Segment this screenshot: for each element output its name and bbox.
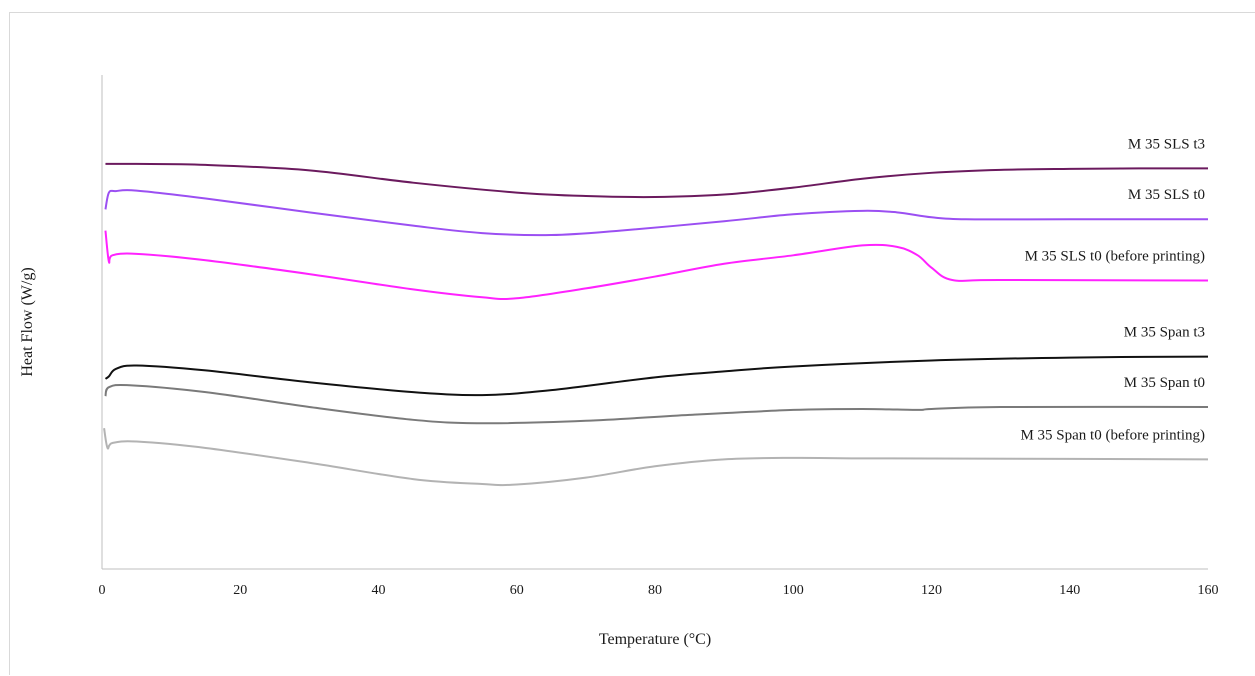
series-label-2: M 35 SLS t0 (1128, 187, 1205, 203)
x-tick-label: 20 (233, 583, 247, 598)
series-label-3: M 35 SLS t0 (before printing) (1025, 249, 1205, 265)
series-line-4 (104, 355, 1209, 397)
series-line-1 (105, 162, 1209, 199)
x-tick-label: 140 (1059, 583, 1080, 598)
series-label-6: M 35 Span t0 (before printing) (1020, 427, 1205, 443)
dsc-line-chart: 0 20 40 60 80 100 120 140 160 M 35 SLS t3M 35 SL… (19, 75, 1219, 648)
x-tick-label: 40 (372, 583, 386, 598)
series-lines (103, 162, 1209, 487)
x-tick-label: 60 (510, 583, 524, 598)
x-tick-label: 0 (99, 583, 106, 598)
x-tick-labels: 0 20 40 60 80 100 120 140 160 (99, 583, 1219, 598)
chart-frame: 0 20 40 60 80 100 120 140 160 M 35 SLS t3 M 35 SL… (9, 12, 1255, 675)
series-label-5: M 35 Span t0 (1124, 375, 1205, 391)
series-line-3 (104, 230, 1209, 301)
series-labels: M 35 SLS t3 M 35 SLS t0 M 35 SLS t0 (befor… (1020, 136, 1205, 443)
axes (101, 75, 1208, 570)
series-line-2 (104, 189, 1208, 237)
series-label-1: M 35 SLS t3 (1128, 136, 1205, 152)
x-tick-label: 80 (648, 583, 662, 598)
series-label-4: M 35 Span t3 (1124, 325, 1205, 341)
series-line-6 (103, 428, 1209, 487)
y-axis-title: Heat Flow (W/g) (19, 267, 36, 376)
x-tick-label: 160 (1198, 583, 1219, 598)
x-tick-label: 120 (921, 583, 942, 598)
x-axis-title: Temperature (°C) (599, 631, 711, 648)
series-line-5 (104, 383, 1209, 425)
x-tick-label: 100 (783, 583, 804, 598)
